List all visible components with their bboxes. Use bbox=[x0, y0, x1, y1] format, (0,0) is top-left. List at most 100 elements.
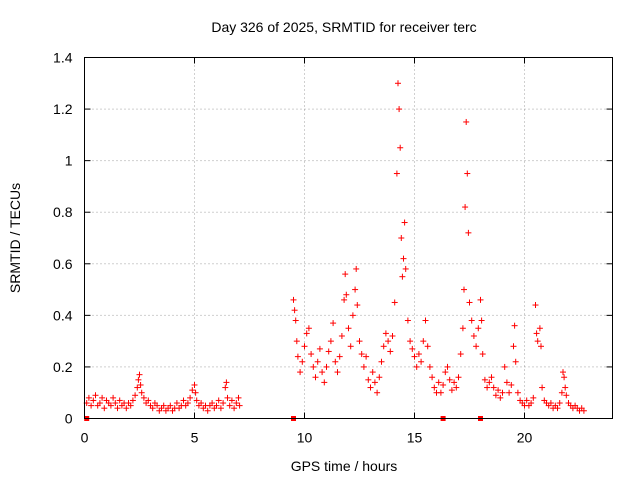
data-point bbox=[193, 397, 200, 404]
data-point bbox=[160, 402, 167, 409]
data-point bbox=[393, 170, 400, 177]
data-point bbox=[101, 405, 108, 412]
data-point bbox=[321, 379, 328, 386]
data-point bbox=[136, 371, 143, 378]
y-tick-label: 0.8 bbox=[53, 204, 73, 220]
data-point bbox=[369, 369, 376, 376]
data-point bbox=[310, 363, 317, 370]
data-point bbox=[123, 405, 130, 412]
data-point bbox=[135, 376, 142, 383]
data-point bbox=[187, 394, 194, 401]
data-point bbox=[562, 384, 569, 391]
x-axis-title: GPS time / hours bbox=[291, 458, 398, 474]
data-point bbox=[85, 394, 92, 401]
data-point bbox=[539, 384, 546, 391]
data-point bbox=[365, 376, 372, 383]
data-point bbox=[129, 397, 136, 404]
data-point bbox=[481, 376, 488, 383]
data-point bbox=[448, 387, 455, 394]
data-point bbox=[536, 325, 543, 332]
data-point bbox=[132, 392, 139, 399]
data-point bbox=[154, 402, 161, 409]
data-point bbox=[314, 358, 321, 365]
data-point bbox=[341, 296, 348, 303]
data-point bbox=[389, 332, 396, 339]
x-tick-label: 15 bbox=[407, 430, 423, 446]
data-point bbox=[137, 381, 144, 388]
data-point bbox=[409, 345, 416, 352]
data-point bbox=[99, 394, 106, 401]
data-point bbox=[523, 397, 530, 404]
data-point bbox=[198, 400, 205, 407]
data-point bbox=[330, 320, 337, 327]
data-point bbox=[374, 389, 381, 396]
data-point bbox=[301, 343, 308, 350]
data-point bbox=[204, 407, 211, 414]
data-point bbox=[360, 363, 367, 370]
data-point bbox=[371, 379, 378, 386]
y-tick-label: 1.4 bbox=[53, 50, 73, 66]
y-tick-label: 1 bbox=[65, 153, 73, 169]
data-point bbox=[90, 397, 97, 404]
data-point bbox=[528, 400, 535, 407]
data-point bbox=[189, 387, 196, 394]
data-point bbox=[530, 394, 537, 401]
data-point bbox=[294, 353, 301, 360]
data-point bbox=[490, 384, 497, 391]
data-point bbox=[349, 312, 356, 319]
data-point bbox=[506, 389, 513, 396]
data-point bbox=[511, 322, 518, 329]
data-point bbox=[231, 405, 238, 412]
data-point bbox=[401, 219, 408, 226]
data-point bbox=[397, 144, 404, 151]
data-point bbox=[319, 369, 326, 376]
data-point bbox=[561, 374, 568, 381]
data-point bbox=[457, 351, 464, 358]
data-point bbox=[376, 374, 383, 381]
data-point bbox=[534, 338, 541, 345]
data-point bbox=[191, 381, 198, 388]
data-point bbox=[556, 400, 563, 407]
data-point bbox=[363, 353, 370, 360]
data-point bbox=[451, 379, 458, 386]
data-point bbox=[492, 392, 499, 399]
data-point bbox=[514, 389, 521, 396]
axis-ticks bbox=[84, 57, 613, 419]
data-point bbox=[440, 381, 447, 388]
data-point bbox=[418, 358, 425, 365]
data-point bbox=[420, 338, 427, 345]
chart-title: Day 326 of 2025, SRMTID for receiver ter… bbox=[211, 19, 476, 35]
data-point bbox=[508, 381, 515, 388]
data-point bbox=[345, 325, 352, 332]
data-point bbox=[222, 384, 229, 391]
data-point bbox=[479, 351, 486, 358]
data-point bbox=[484, 384, 491, 391]
x-tick-label: 0 bbox=[81, 430, 89, 446]
data-point bbox=[404, 317, 411, 324]
data-point bbox=[488, 374, 495, 381]
data-point bbox=[563, 392, 570, 399]
data-point bbox=[127, 402, 134, 409]
data-point bbox=[398, 235, 405, 241]
data-point bbox=[495, 387, 502, 394]
data-point bbox=[235, 394, 242, 401]
y-tick-label: 1.2 bbox=[53, 101, 73, 117]
data-point bbox=[299, 358, 306, 365]
data-point bbox=[92, 392, 99, 399]
data-point bbox=[173, 400, 180, 407]
data-point bbox=[411, 353, 418, 360]
data-point bbox=[395, 80, 401, 87]
x-tick-label: 20 bbox=[517, 430, 533, 446]
data-point bbox=[224, 394, 231, 401]
data-point bbox=[424, 343, 431, 350]
data-point bbox=[325, 348, 332, 355]
data-point bbox=[149, 405, 156, 412]
data-point bbox=[292, 317, 299, 324]
data-point bbox=[297, 369, 304, 376]
data-point bbox=[347, 343, 354, 350]
data-point bbox=[468, 317, 475, 324]
data-point bbox=[107, 402, 114, 409]
data-point bbox=[380, 343, 387, 350]
data-point bbox=[486, 379, 493, 386]
